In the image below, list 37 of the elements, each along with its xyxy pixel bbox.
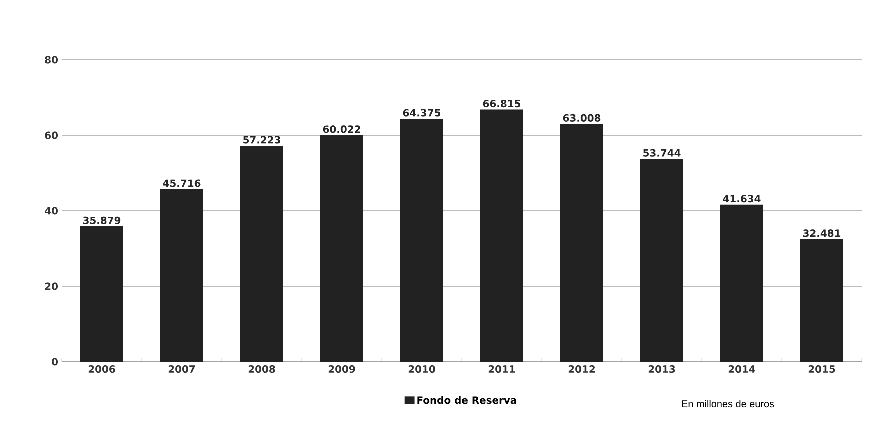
bar [640,159,684,362]
x-tick-label: 2013 [648,366,676,374]
x-tick-label: 2007 [168,366,196,374]
bar [320,135,364,362]
bar [560,124,604,362]
x-tick-label: 2006 [88,366,116,374]
data-label: 32.481 [803,230,841,238]
y-tick-label: 40 [45,207,58,215]
x-tick-label: 2015 [808,366,836,374]
bar [400,118,444,362]
y-tick-label: 80 [45,56,58,64]
legend-label: Fondo de Reserva [418,396,516,404]
data-label: 41.634 [723,195,761,203]
y-tick-label: 60 [45,132,58,140]
x-tick-label: 2011 [488,366,516,374]
x-tick-label: 2009 [328,366,356,374]
data-label: 57.223 [244,136,280,144]
data-label: 66.815 [483,100,521,108]
bar [480,110,524,362]
data-label: 64.375 [403,109,441,117]
data-label: 53.744 [644,149,681,157]
bar [800,239,844,362]
x-tick-label: 2012 [568,366,595,374]
data-label: 35.879 [83,216,121,224]
data-label: 45.716 [163,180,201,188]
y-tick-label: 20 [45,282,58,290]
bar [80,226,124,362]
x-tick-label: 2014 [728,366,756,374]
y-tick-label: 0 [52,358,58,366]
x-tick-label: 2008 [248,366,276,374]
data-label: 60.022 [323,126,360,134]
x-tick-label: 2010 [408,366,436,374]
bar [160,189,204,362]
data-label: 63.008 [563,114,601,122]
bar [720,204,764,362]
text: En millones de euros [682,400,774,408]
bar [240,146,284,362]
